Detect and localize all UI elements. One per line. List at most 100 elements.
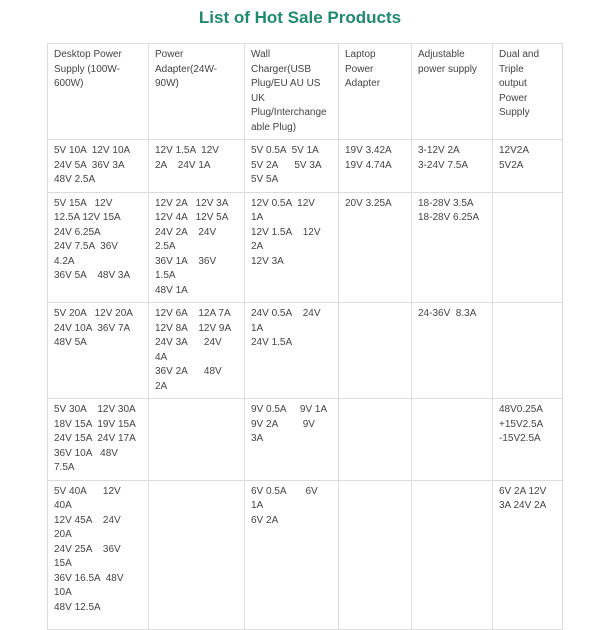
header-cell: Power Adapter(24W- 90W) [148,43,245,140]
cell-line: 48V 5A [54,337,87,348]
page-title: List of Hot Sale Products [198,8,402,27]
cell-line: 24V 25A 36V [54,543,121,555]
cell-line: 20A [54,529,72,540]
table-cell: 24V 0.5A 24V 1A 24V 1.5A [244,302,339,399]
cell-line: 12V 8A 12V 9A [155,322,232,334]
cell-line: Adapter [345,78,381,89]
table-body: Desktop Power Supply (100W- 600W) Power Adap… [47,43,563,630]
cell-line: 12V 6A 12A 7A [155,308,231,319]
table-cell [492,302,563,399]
cell-line: 36V 16.5A 48V [54,572,124,584]
table-cell [411,479,493,630]
table-cell: 6V 2A 12V 3A 24V 2A [492,479,563,630]
cell-line: 2A [155,380,168,392]
cell-line: 19V 3.42A [345,145,392,156]
cell-line: 24-36V 8.3A [418,308,477,319]
page: List of Hot Sale Products Desktop Power S… [47,8,563,630]
table-cell [492,191,563,303]
cell-line: -15V2.5A [499,433,541,444]
table-cell: 6V 0.5A 6V 1A 6V 2A [244,479,339,630]
table-cell [338,398,412,481]
cell-line: 24V 5A 36V 3A [54,159,125,171]
cell-line: 5V2A [499,159,524,171]
cell-line: 9V 2A 9V [251,418,315,430]
cell-line: Dual and [499,49,540,60]
cell-line: Triple [499,63,524,75]
cell-line: 24V 1.5A [251,337,293,348]
table-cell: 19V 3.42A 19V 4.74A [338,139,412,193]
cell-line: 12V2A [499,145,530,156]
cell-line: 3A 24V 2A [499,500,547,511]
cell-line: 36V 2A 48V [155,366,222,377]
cell-line: 4.2A [54,255,75,267]
table-cell: 24-36V 8.3A [411,302,493,399]
cell-line: 2A 24V 1A [155,159,211,171]
table-cell: 12V 0.5A 12V 1A 12V 1.5A 12V 2A 12V 3A [244,191,339,303]
cell-line: 12V 3A [251,255,284,267]
cell-line: able Plug) [251,121,297,133]
cell-line: output [499,78,527,89]
cell-line: power supply [418,63,477,75]
cell-line: 10A [54,587,72,598]
cell-line: Adapter(24W- [155,63,218,75]
cell-line: Power [499,92,528,104]
cell-line: 40A [54,500,72,511]
cell-line: 90W) [155,78,179,89]
table-cell [148,479,245,630]
table-cell: 12V 6A 12A 7A 12V 8A 12V 9A 24V 3A 24V 4A 36… [148,302,245,399]
table-cell: 12V 1.5A 12V 2A 24V 1A [148,139,245,193]
cell-line: 24V 6.25A [54,226,101,238]
cell-line: Desktop Power [54,49,122,60]
table-cell: 5V 0.5A 5V 1A 5V 2A 5V 3A 5V 5A [244,139,339,193]
cell-line: Laptop [345,49,376,60]
cell-line: UK [251,92,265,104]
cell-line: 1A [251,500,264,511]
cell-line: 24V 7.5A 36V [54,241,118,252]
table-cell [148,398,245,481]
cell-line: 2.5A [155,241,176,252]
cell-line: 6V 0.5A 6V [251,485,318,497]
table-row: 5V 15A 12V 12.5A 12V 15A 24V 6.25A 24V 7.5A… [47,191,563,303]
table-row: 5V 40A 12V 40A 12V 45A 24V 20A 24V 25A 36V 15… [47,479,563,630]
cell-line: 7.5A [54,462,75,473]
cell-line: 48V 2.5A [54,174,96,185]
cell-line: 12V 2A 12V 3A [155,197,229,209]
cell-line: Plug/EU AU US [251,78,321,89]
cell-line: 5V 10A 12V 10A [54,145,131,156]
cell-line: Supply (100W- [54,63,120,75]
cell-line: 1A [251,212,264,223]
cell-line: Supply [499,107,530,118]
table-cell: 5V 30A 12V 30A 18V 15A 19V 15A 24V 15A 24V… [47,398,149,481]
cell-line: 12V 1.5A 12V [251,226,321,238]
header-cell: Adjustable power supply [411,43,493,140]
cell-line: 5V 2A 5V 3A [251,159,322,171]
cell-line: 6V 2A [251,514,279,526]
table-cell: 5V 40A 12V 40A 12V 45A 24V 20A 24V 25A 36V 15… [47,479,149,630]
cell-line: 36V 10A 48V [54,447,118,459]
cell-line: 36V 1A 36V [155,255,217,267]
cell-line: 5V 40A 12V [54,485,121,497]
cell-line: 9V 0.5A 9V 1A [251,404,328,415]
header-cell: Dual and Triple output Power Supply [492,43,563,140]
cell-line: 5V 20A 12V 20A [54,308,133,319]
header-row: Desktop Power Supply (100W- 600W) Power Adap… [47,43,563,140]
cell-line: 12V 1.5A 12V [155,145,219,156]
cell-line: 5V 30A 12V 30A [54,404,136,415]
table-cell [411,398,493,481]
cell-line: 18V 15A 19V 15A [54,418,136,430]
cell-line: 600W) [54,78,84,89]
cell-line: 3-24V 7.5A [418,159,469,171]
cell-line: Charger(USB [251,63,312,75]
table-cell: 3-12V 2A 3-24V 7.5A [411,139,493,193]
table-cell: 12V2A 5V2A [492,139,563,193]
cell-line: 19V 4.74A [345,159,392,171]
table-cell: 20V 3.25A [338,191,412,303]
cell-line: 36V 5A 48V 3A [54,270,131,281]
cell-line: 3A [251,433,264,444]
table-cell: 5V 15A 12V 12.5A 12V 15A 24V 6.25A 24V 7.5A… [47,191,149,303]
cell-line: 4A [155,351,168,363]
cell-line: 24V 3A 24V [155,337,222,348]
cell-line: 5V 15A 12V [54,197,113,209]
cell-line: Adjustable [418,49,465,60]
table-cell: 5V 20A 12V 20A 24V 10A 36V 7A 48V 5A [47,302,149,399]
